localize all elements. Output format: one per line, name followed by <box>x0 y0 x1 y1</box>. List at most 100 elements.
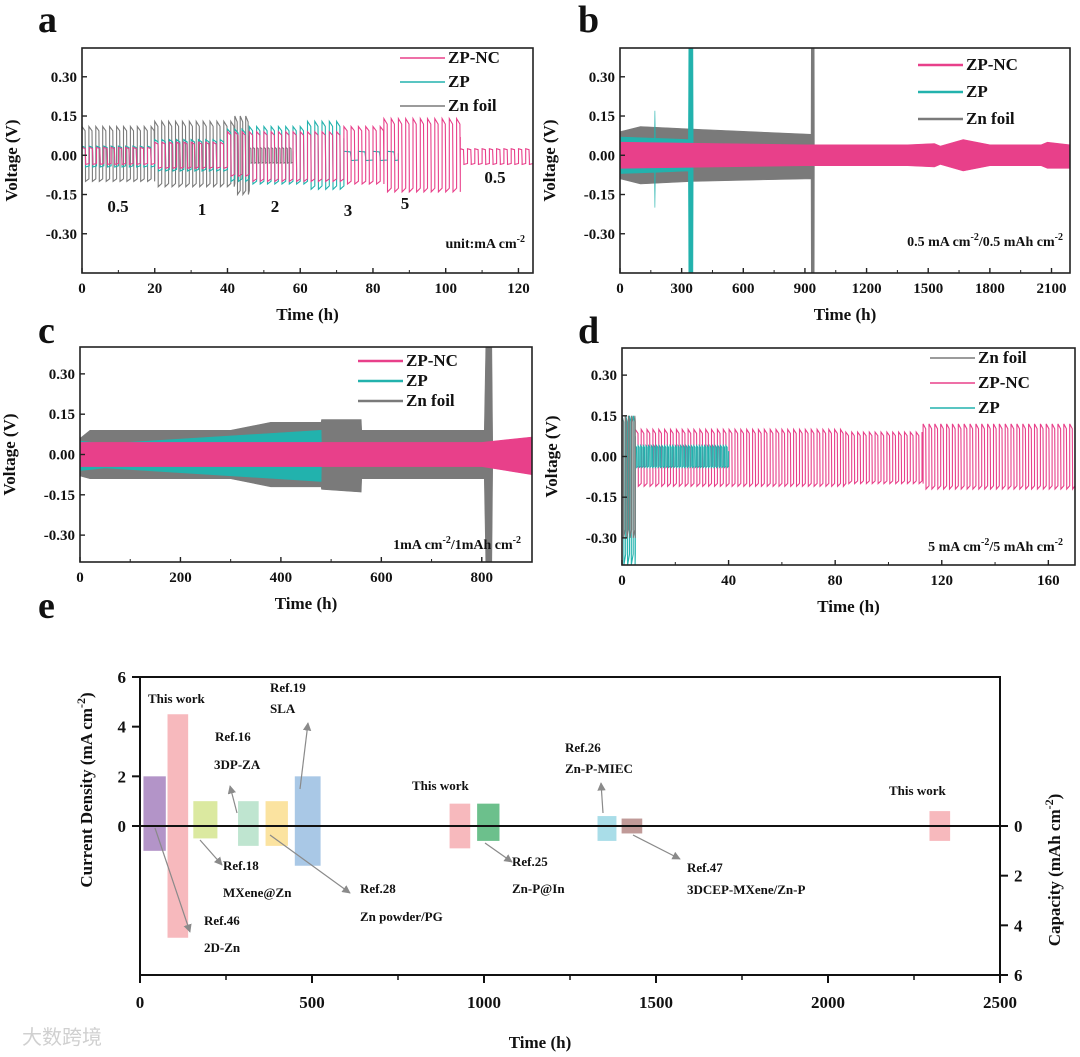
current-density-annotation: 1 <box>198 200 207 219</box>
condition-label: unit:mA cm-2 <box>445 234 525 252</box>
annotation-arrow <box>299 722 312 790</box>
series-group <box>620 48 1070 273</box>
x-tick-label: 2500 <box>983 993 1017 1012</box>
superscript: -2 <box>1055 232 1063 243</box>
x-tick-label: 120 <box>931 573 954 589</box>
condition-label: 5 mA cm-2/5 mAh cm-2 <box>928 537 1063 555</box>
bar-annotation-label: Ref.16 <box>215 729 251 744</box>
series-zp <box>622 415 730 565</box>
text-part: /1mAh cm <box>450 538 513 553</box>
legend-label: Zn foil <box>978 348 1027 367</box>
y-tick-label: 0.30 <box>51 70 77 86</box>
bar-annotation-label: 3DP-ZA <box>214 757 261 772</box>
bar-annotation-label: Ref.19 <box>270 680 306 695</box>
text-part: Capacity (mAh cm <box>1045 809 1064 946</box>
x-tick-label: 0 <box>76 570 84 586</box>
panel-letter: e <box>38 585 55 627</box>
y-left-tick-label: 6 <box>118 668 127 687</box>
text-part: ) <box>77 692 96 698</box>
series-zn-foil <box>622 415 636 539</box>
x-tick-label: 0 <box>136 993 145 1012</box>
plot-frame <box>81 47 534 274</box>
bar-annotation-label: This work <box>148 691 205 706</box>
superscript: -2 <box>970 232 978 243</box>
series-zp-nc <box>634 423 1075 491</box>
bar-annotation-label: Ref.18 <box>223 858 259 873</box>
bar-annotation-label: Ref.25 <box>512 854 548 869</box>
y-tick-label: 0.00 <box>49 448 75 464</box>
watermark: 大数跨境 <box>22 1025 102 1049</box>
annotation-arrow <box>632 834 681 860</box>
y-right-tick-label: 0 <box>1014 817 1023 836</box>
text-part: /5 mAh cm <box>988 540 1055 555</box>
y-tick-label: -0.30 <box>586 531 617 547</box>
legend-label: ZP <box>406 371 428 390</box>
x-tick-label: 100 <box>434 281 457 297</box>
panel-c: c 0 200 400 600 800 -0.30 -0.15 0.00 0.15 0.30 Time… <box>0 310 533 613</box>
y-tick-label: 0.00 <box>589 148 615 164</box>
x-tick-label: 800 <box>471 570 494 586</box>
x-tick-label: 80 <box>365 281 380 297</box>
y-tick-label: 0.30 <box>591 368 617 384</box>
x-tick-label: 60 <box>293 281 308 297</box>
bar <box>477 803 500 841</box>
superscript: -2 <box>442 535 450 546</box>
text-part: /0.5 mAh cm <box>978 235 1055 250</box>
y-tick-label: -0.30 <box>584 227 615 243</box>
series-group <box>622 415 1075 565</box>
panel-letter: b <box>578 0 599 41</box>
bar-annotation-label: 2D-Zn <box>204 940 241 955</box>
y-tick-label: 0.15 <box>51 109 77 125</box>
x-axis-label: Time (h) <box>817 597 880 616</box>
x-axis-label: Time (h) <box>275 594 338 613</box>
bar <box>597 816 617 841</box>
y-axis-label: Voltage (V) <box>0 414 19 496</box>
panel-letter: d <box>578 310 599 352</box>
bar-annotation-label: Ref.26 <box>565 740 601 755</box>
bar <box>294 776 321 866</box>
y-left-tick-label: 4 <box>118 718 127 737</box>
superscript: -2 <box>1042 799 1056 809</box>
series-zp-nc <box>620 139 1070 172</box>
current-density-annotation: 2 <box>271 197 280 216</box>
y-tick-label: -0.15 <box>46 188 77 204</box>
bar-annotation-label: MXene@Zn <box>223 885 292 900</box>
x-tick-label: 0 <box>616 281 624 297</box>
bar-annotation-label: Ref.28 <box>360 881 396 896</box>
y-tick-label: -0.15 <box>584 188 615 204</box>
x-tick-label: 1200 <box>852 281 882 297</box>
panel-b: b 0 300 600 900 1200 1500 1800 2100 -0.30 -0.15 0.0… <box>540 0 1071 324</box>
panel-e: e 0 500 1000 1500 2000 2500 0 2 4 6 0 2 4 6 Time (h) Cur… <box>38 585 1064 1052</box>
text-part: 0.5 mA cm <box>907 235 971 250</box>
legend-label: ZP <box>966 82 988 101</box>
legend: Zn foil ZP-NC ZP <box>930 348 1030 417</box>
x-tick-label: 600 <box>732 281 755 297</box>
y-left-tick-label: 2 <box>118 767 127 786</box>
legend-label: Zn foil <box>966 109 1015 128</box>
y-tick-label: -0.30 <box>44 528 75 544</box>
bar-annotation-label: Ref.46 <box>204 913 240 928</box>
y-tick-label: 0.30 <box>49 367 75 383</box>
x-tick-label: 120 <box>507 281 530 297</box>
superscript: -2 <box>517 234 525 245</box>
panel-d: d 0 40 80 120 160 -0.30 -0.15 0.00 0.15 0.30 Time (… <box>542 310 1076 616</box>
condition-label: 0.5 mA cm-2/0.5 mAh cm-2 <box>907 232 1063 250</box>
series-zp-nc <box>80 436 532 476</box>
y-left-axis-label: Current Density (mA cm-2) <box>74 692 96 887</box>
bar-annotation-label: Ref.47 <box>687 860 723 875</box>
superscript: -2 <box>513 535 521 546</box>
condition-label: 1mA cm-2/1mAh cm-2 <box>393 535 521 553</box>
x-tick-label: 300 <box>670 281 693 297</box>
legend-label: ZP-NC <box>406 351 458 370</box>
series-group <box>82 115 533 197</box>
x-axis-label: Time (h) <box>509 1033 572 1052</box>
x-tick-label: 900 <box>794 281 817 297</box>
panel-a: a 0 20 40 60 80 100 120 -0.30 -0.15 0.00 0.15 0.30 Ti… <box>2 0 534 324</box>
y-axis-label: Voltage (V) <box>540 120 559 202</box>
plot-frame <box>619 47 1071 274</box>
legend-label: ZP-NC <box>978 373 1030 392</box>
